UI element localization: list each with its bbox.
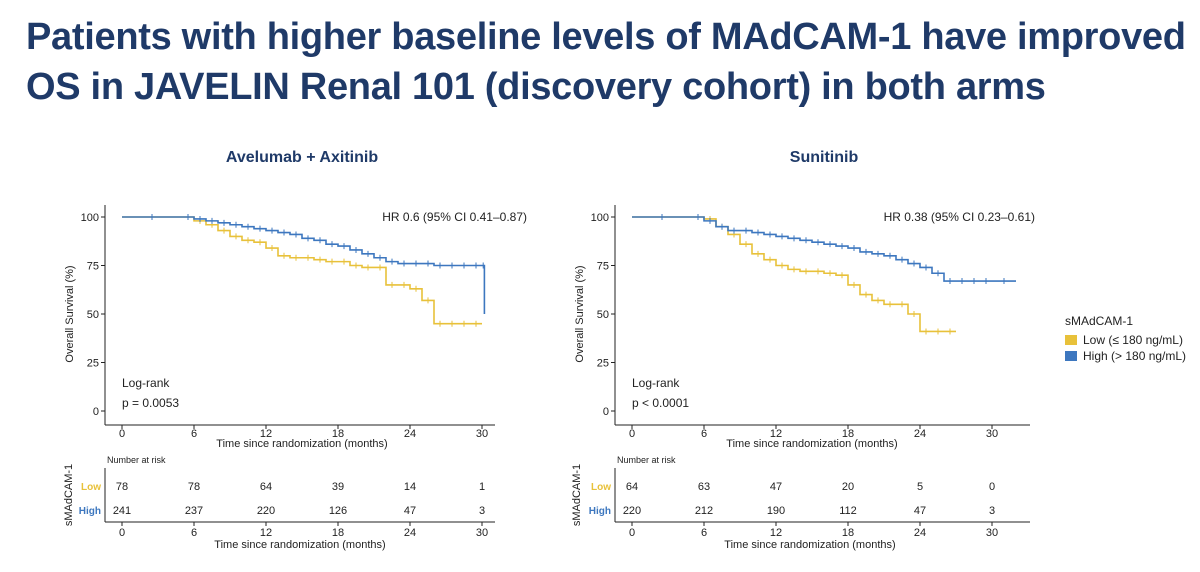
chart2-risk-value: 190 (767, 505, 785, 517)
chart1-x-tick-label: 18 (332, 428, 344, 440)
chart2-risk-value: 3 (989, 505, 995, 517)
chart1-y-tick-label: 25 (87, 358, 99, 370)
chart1-y-tick-label: 50 (87, 309, 99, 321)
chart2-y-tick-label: 50 (597, 309, 609, 321)
chart2-hazard-ratio: HR 0.38 (95% CI 0.23–0.61) (884, 210, 1035, 224)
chart1-risk-value: 220 (257, 505, 275, 517)
chart1-risk-value: 237 (185, 505, 203, 517)
chart2-y-tick-label: 75 (597, 261, 609, 273)
chart2-risk-value: 20 (842, 481, 854, 493)
chart2-risk-value: 47 (914, 505, 926, 517)
chart2-x-tick-label: 6 (701, 428, 707, 440)
chart2-risk-value: 0 (989, 481, 995, 493)
chart2-x-tick-label: 12 (770, 428, 782, 440)
chart2-risk-table-ylabel: sMAdCAM-1 (571, 464, 583, 526)
chart2-x-axis-label: Time since randomization (months) (726, 438, 897, 450)
chart2-y-axis-label: Overall Survival (%) (574, 265, 586, 362)
chart1-series-low-curve (122, 216, 482, 325)
chart1-risk-x-tick-label: 6 (191, 527, 197, 539)
chart1-risk-x-tick-label: 30 (476, 527, 488, 539)
chart2-x-tick-label: 24 (914, 428, 926, 440)
chart1-risk-value: 39 (332, 481, 344, 493)
chart2-risk-value: 5 (917, 481, 923, 493)
chart1-risk-table-ylabel: sMAdCAM-1 (63, 464, 75, 526)
chart1-risk-x-tick-label: 24 (404, 527, 416, 539)
chart1-x-tick-label: 0 (119, 428, 125, 440)
chart2-risk-x-tick-label: 6 (701, 527, 707, 539)
chart1-x-tick-label: 24 (404, 428, 416, 440)
chart1-risk-value: 78 (188, 481, 200, 493)
chart1-risk-table-header: Number at risk (107, 455, 166, 465)
slide-title-line-1: Patients with higher baseline levels of … (26, 16, 1186, 58)
chart2-x-tick-label: 0 (629, 428, 635, 440)
chart1-risk-row-label: Low (81, 482, 101, 493)
chart2-series-high-curve (632, 216, 1016, 282)
chart2-risk-x-tick-label: 12 (770, 527, 782, 539)
chart2-risk-x-tick-label: 30 (986, 527, 998, 539)
chart1-risk-x-axis-label: Time since randomization (months) (214, 539, 385, 551)
chart2-risk-value: 212 (695, 505, 713, 517)
legend-swatch-low (1065, 335, 1077, 345)
chart2-p-value: p < 0.0001 (632, 396, 689, 410)
chart2-risk-x-axis-label: Time since randomization (months) (724, 539, 895, 551)
chart1-risk-value: 241 (113, 505, 131, 517)
chart1-x-tick-label: 30 (476, 428, 488, 440)
chart1-y-tick-label: 100 (81, 212, 99, 224)
legend-title: sMAdCAM-1 (1065, 314, 1133, 328)
chart2-x-tick-label: 30 (986, 428, 998, 440)
chart2-risk-table-header: Number at risk (617, 455, 676, 465)
legend-swatch-high (1065, 351, 1077, 361)
chart2-risk-value: 64 (626, 481, 638, 493)
chart1-series-high-curve (122, 216, 486, 314)
chart1-risk-x-tick-label: 18 (332, 527, 344, 539)
chart1-risk-value: 47 (404, 505, 416, 517)
chart2-risk-value: 220 (623, 505, 641, 517)
chart1-y-axis-label: Overall Survival (%) (64, 265, 76, 362)
slide-title-line-2: OS in JAVELIN Renal 101 (discovery cohor… (26, 66, 1046, 108)
chart1-x-tick-label: 12 (260, 428, 272, 440)
chart2-series-low-curve (632, 216, 956, 333)
legend-label-high: High (> 180 ng/mL) (1083, 349, 1186, 363)
chart2-y-tick-label: 25 (597, 358, 609, 370)
slide-title: Patients with higher baseline levels of … (26, 12, 1186, 112)
chart2-risk-x-tick-label: 18 (842, 527, 854, 539)
chart2-risk-x-tick-label: 0 (629, 527, 635, 539)
chart2-risk-value: 112 (839, 505, 857, 517)
chart1-risk-value: 14 (404, 481, 416, 493)
chart1-risk-value: 78 (116, 481, 128, 493)
chart1-risk-value: 126 (329, 505, 347, 517)
chart2-risk-value: 47 (770, 481, 782, 493)
chart2-risk-value: 63 (698, 481, 710, 493)
chart2-title: Sunitinib (790, 149, 859, 166)
chart1-risk-value: 1 (479, 481, 485, 493)
chart1-y-tick-label: 75 (87, 261, 99, 273)
chart1-logrank-label: Log-rank (122, 376, 170, 390)
chart1-risk-x-tick-label: 12 (260, 527, 272, 539)
chart2-risk-row-label: High (589, 506, 611, 517)
chart1-risk-x-tick-label: 0 (119, 527, 125, 539)
chart1-p-value: p = 0.0053 (122, 396, 179, 410)
chart2-y-tick-label: 0 (603, 406, 609, 418)
chart2-y-tick-label: 100 (591, 212, 609, 224)
chart2-logrank-label: Log-rank (632, 376, 680, 390)
chart2-risk-row-label: Low (591, 482, 611, 493)
chart1-hazard-ratio: HR 0.6 (95% CI 0.41–0.87) (382, 210, 527, 224)
chart1-x-axis-label: Time since randomization (months) (216, 438, 387, 450)
chart1-risk-row-label: High (79, 506, 101, 517)
chart1-title: Avelumab + Axitinib (226, 149, 378, 166)
chart2-x-tick-label: 18 (842, 428, 854, 440)
chart1-risk-value: 64 (260, 481, 272, 493)
chart1-y-tick-label: 0 (93, 406, 99, 418)
chart1-risk-value: 3 (479, 505, 485, 517)
legend-label-low: Low (≤ 180 ng/mL) (1083, 333, 1183, 347)
chart1-x-tick-label: 6 (191, 428, 197, 440)
chart2-risk-x-tick-label: 24 (914, 527, 926, 539)
